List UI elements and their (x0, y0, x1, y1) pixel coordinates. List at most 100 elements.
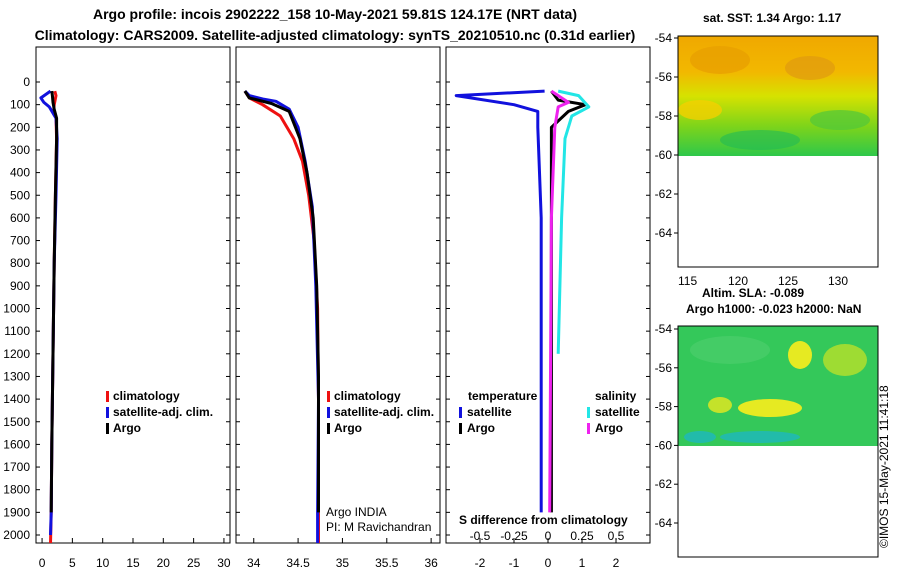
sst-xtick: 115 (678, 274, 697, 288)
x-tick-label-secondary: 0.5 (608, 529, 625, 543)
depth-tick-label: 2000 (3, 528, 30, 542)
depth-tick-label: 300 (10, 143, 30, 157)
depth-tick-label: 1000 (3, 302, 30, 316)
x-tick-label: 5 (69, 556, 76, 570)
map-ytick-label: -56 (655, 361, 673, 375)
legend-sal-argo: Argo (595, 421, 623, 435)
x-tick-label: -1 (509, 556, 520, 570)
x-tick-label: 34.5 (286, 556, 310, 570)
map-ytick-label: -64 (655, 516, 673, 530)
map-sst-title: sat. SST: 1.34 Argo: 1.17 (703, 11, 842, 25)
map-ytick-label: -54 (655, 31, 673, 45)
credit-line-1: Argo INDIA (326, 505, 387, 519)
series-line-climatology (243, 90, 320, 543)
sst-xtick: 120 (728, 274, 748, 288)
depth-tick-label: 200 (10, 120, 30, 134)
x-tick-label-secondary: 0.25 (570, 529, 594, 543)
series-line-argo (49, 90, 59, 513)
x-tick-label: 10 (96, 556, 110, 570)
depth-tick-label: 1200 (3, 347, 30, 361)
salinity-profile-lines (243, 90, 320, 543)
temperature-panel (35, 46, 231, 544)
depth-tick-label: 800 (10, 256, 30, 270)
legend-temp-argo: Argo (467, 421, 495, 435)
depth-tick-label: 1300 (3, 369, 30, 383)
depth-tick-label: 1500 (3, 415, 30, 429)
legend-satellite: satellite-adj. clim. (113, 405, 213, 419)
title-line-1: Argo profile: incois 2902222_158 10-May-… (92, 6, 577, 22)
depth-tick-label: 1900 (3, 505, 30, 519)
series-line-temperature-satellite (454, 89, 545, 513)
watermark: ©IMOS 15-May-2021 11:41:18 (877, 385, 891, 548)
legend-climatology: climatology (113, 389, 180, 403)
series-line-temperature-argo (549, 90, 587, 513)
legend-climatology-2: climatology (334, 389, 401, 403)
x-tick-label-secondary: -0.5 (470, 529, 491, 543)
map-sst (677, 35, 879, 268)
x-tick-label: 36 (424, 556, 438, 570)
depth-tick-label: 600 (10, 211, 30, 225)
x-tick-label-secondary: -0.25 (500, 529, 528, 543)
x-tick-label: 15 (126, 556, 140, 570)
depth-tick-label: 700 (10, 234, 30, 248)
map-sla-title-2: Argo h1000: -0.023 h2000: NaN (686, 302, 861, 316)
depth-tick-label: 1100 (4, 324, 30, 338)
map-sla-title-1: Altim. SLA: -0.089 (702, 286, 804, 300)
legend-temp-satellite: satellite (467, 405, 512, 419)
map-ytick-label: -60 (655, 148, 673, 162)
map-ytick-label: -62 (655, 187, 673, 201)
depth-tick-label: 500 (10, 188, 30, 202)
difference-profile-lines (454, 89, 591, 513)
difference-panel (445, 46, 651, 544)
depth-tick-label: 900 (10, 279, 30, 293)
difference-legend: temperature salinity satellite Argo sate… (459, 389, 640, 435)
depth-tick-label: 100 (10, 98, 30, 112)
sst-xtick: 125 (778, 274, 798, 288)
x-tick-label: 35.5 (375, 556, 399, 570)
legend-temp-title: temperature (468, 389, 538, 403)
temperature-legend: climatology satellite-adj. clim. Argo (106, 389, 213, 435)
map-sst-xticks: 115 120 125 130 (678, 274, 848, 288)
x-tick-label: -2 (475, 556, 486, 570)
legend-sal-satellite: satellite (595, 405, 640, 419)
depth-tick-label: 400 (10, 166, 30, 180)
title-line-2: Climatology: CARS2009. Satellite-adjuste… (34, 27, 636, 43)
x-tick-label: 0 (545, 556, 552, 570)
series-line-salinity-satellite (556, 89, 591, 354)
depth-tick-label: 1800 (3, 483, 30, 497)
x-tick-label: 30 (217, 556, 231, 570)
map-ytick-label: -58 (655, 400, 673, 414)
x-tick-label: 0 (39, 556, 46, 570)
series-line-argo (243, 90, 320, 513)
map-ytick-label: -58 (655, 109, 673, 123)
depth-tick-label: 0 (23, 75, 30, 89)
sst-xtick: 130 (828, 274, 848, 288)
map-sla (677, 325, 879, 558)
depth-tick-label: 1400 (3, 392, 30, 406)
legend-sal-title: salinity (595, 389, 637, 403)
x-tick-label: 20 (157, 556, 171, 570)
series-line-salinity-argo (548, 89, 570, 513)
temperature-profile-lines (39, 89, 59, 543)
x-tick-label: 25 (187, 556, 201, 570)
x-tick-label: 35 (336, 556, 350, 570)
legend-argo-2: Argo (334, 421, 362, 435)
map-ytick-label: -64 (655, 226, 673, 240)
series-line-satellite-adj-clim- (243, 90, 320, 543)
map-ytick-label: -56 (655, 70, 673, 84)
credit-line-2: PI: M Ravichandran (326, 520, 431, 534)
map-ytick-label: -62 (655, 477, 673, 491)
depth-tick-label: 1600 (3, 437, 30, 451)
x-tick-label: 1 (579, 556, 586, 570)
x-tick-label-secondary: 0 (545, 529, 552, 543)
x-tick-label: 2 (613, 556, 620, 570)
map-ytick-label: -54 (655, 322, 673, 336)
depth-tick-label: 1700 (3, 460, 30, 474)
salinity-panel (235, 46, 441, 544)
salinity-legend: climatology satellite-adj. clim. Argo (327, 389, 434, 435)
legend-satellite-2: satellite-adj. clim. (334, 405, 434, 419)
legend-argo: Argo (113, 421, 141, 435)
x-tick-label: 34 (247, 556, 261, 570)
map-ytick-label: -60 (655, 438, 673, 452)
